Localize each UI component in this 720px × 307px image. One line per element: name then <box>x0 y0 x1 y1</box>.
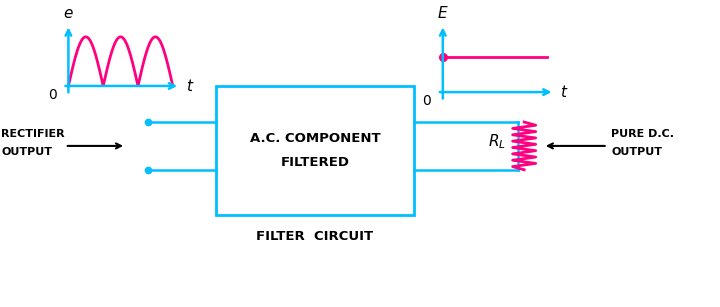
Text: $E$: $E$ <box>437 5 449 21</box>
Text: $R_L$: $R_L$ <box>488 132 505 151</box>
Text: OUTPUT: OUTPUT <box>1 147 53 157</box>
Text: RECTIFIER: RECTIFIER <box>1 129 65 139</box>
Bar <box>216 86 414 215</box>
Text: OUTPUT: OUTPUT <box>611 147 662 157</box>
Text: 0: 0 <box>423 94 431 108</box>
Text: $t$: $t$ <box>186 78 194 94</box>
Text: $t$: $t$ <box>560 84 569 100</box>
Text: PURE D.C.: PURE D.C. <box>611 129 674 139</box>
Text: FILTERED: FILTERED <box>281 156 349 169</box>
Text: $e$: $e$ <box>63 6 73 21</box>
Text: 0: 0 <box>48 88 57 102</box>
Text: FILTER  CIRCUIT: FILTER CIRCUIT <box>256 230 374 243</box>
Text: A.C. COMPONENT: A.C. COMPONENT <box>250 132 380 145</box>
